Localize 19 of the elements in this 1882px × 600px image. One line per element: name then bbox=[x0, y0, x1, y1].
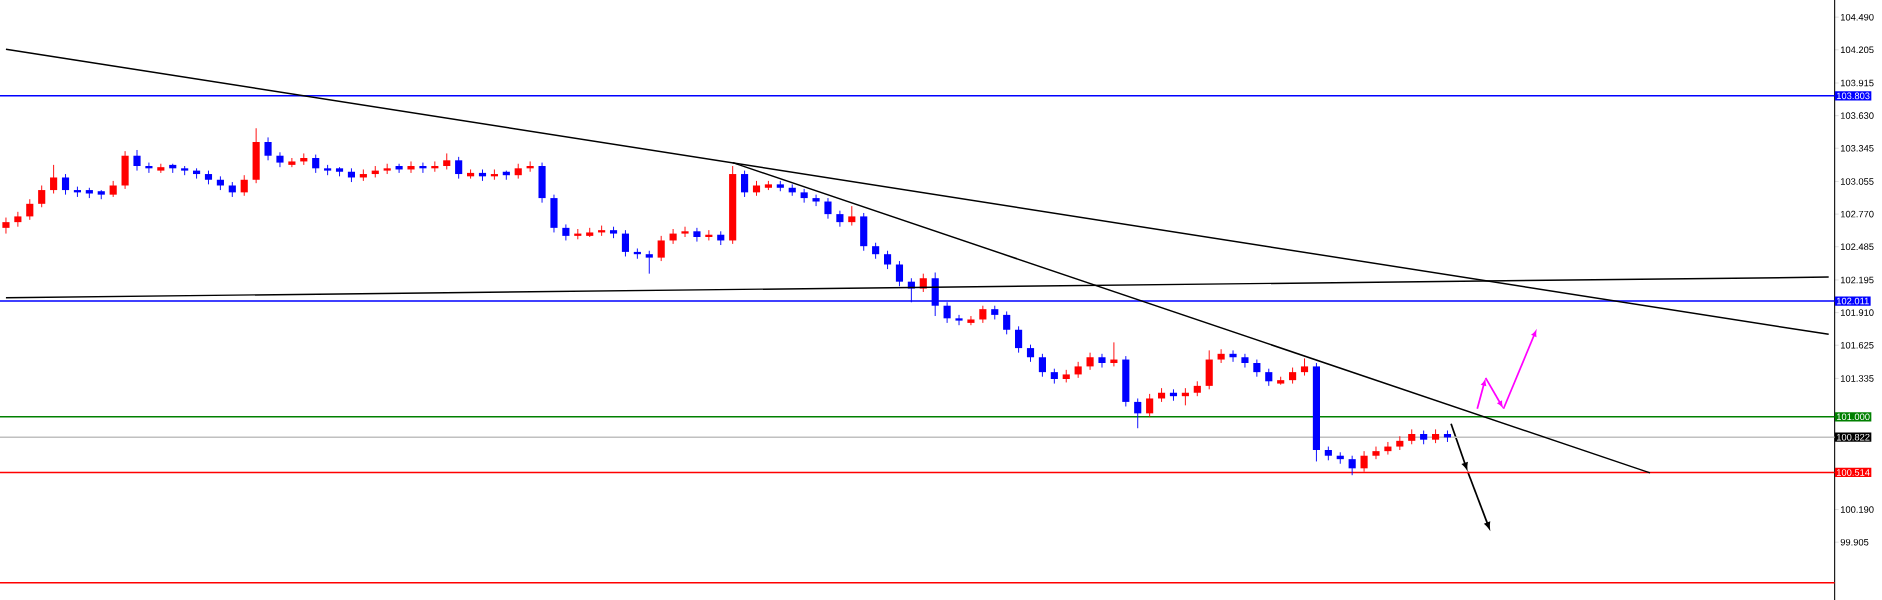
y-tick-label: 103.345 bbox=[1840, 144, 1874, 152]
ref-line-label: 102.011 bbox=[1836, 297, 1869, 305]
ref-line-label: 100.514 bbox=[1836, 469, 1870, 476]
y-tick-label: 100.190 bbox=[1840, 506, 1874, 513]
y-tick-label: 102.770 bbox=[1840, 210, 1874, 218]
ref-line-label: 103.803 bbox=[1836, 92, 1870, 100]
y-tick-label: 102.485 bbox=[1840, 243, 1874, 251]
y-tick-label: 104.205 bbox=[1840, 46, 1874, 54]
y-tick-label: 103.915 bbox=[1840, 79, 1874, 87]
ref-line-label: 100.822 bbox=[1836, 433, 1870, 441]
y-tick-label: 103.055 bbox=[1840, 178, 1874, 185]
y-tick-label: 101.625 bbox=[1840, 341, 1874, 349]
y-tick-label: 104.490 bbox=[1840, 13, 1874, 21]
y-tick-label: 101.335 bbox=[1840, 375, 1874, 382]
y-tick-label: 102.195 bbox=[1840, 276, 1874, 284]
ref-line-label: 101.000 bbox=[1836, 413, 1870, 421]
y-tick-label: 99.905 bbox=[1840, 538, 1869, 546]
y-tick-label: 101.910 bbox=[1840, 309, 1874, 316]
y-tick-label: 103.630 bbox=[1840, 112, 1874, 119]
